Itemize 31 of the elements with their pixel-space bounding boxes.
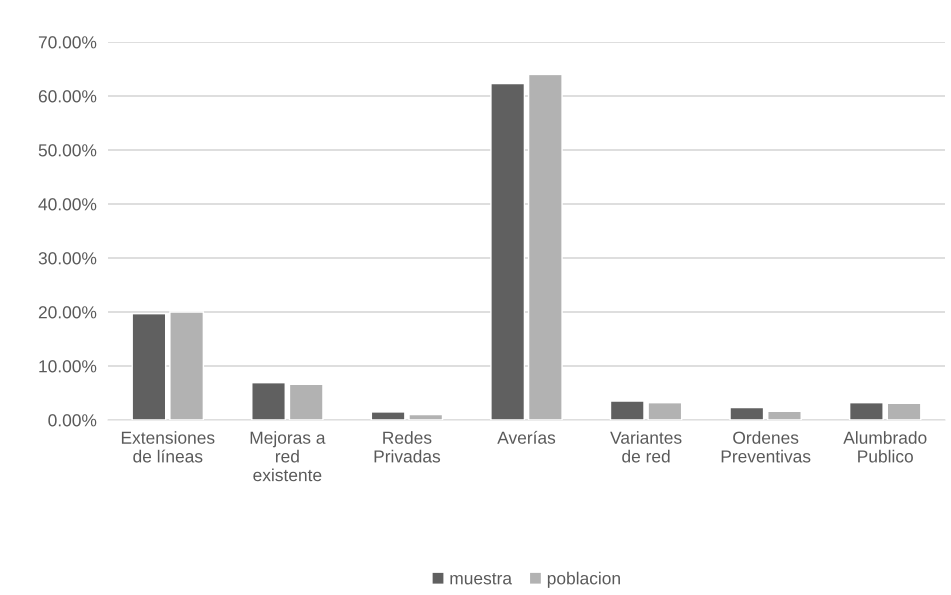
y-tick-label: 30.00% xyxy=(38,252,96,264)
bar xyxy=(886,402,922,420)
y-tick-label: 0.00% xyxy=(48,414,96,426)
x-tick-label: Alumbrado Publico xyxy=(843,431,926,463)
bar xyxy=(251,382,286,420)
y-tick-label: 10.00% xyxy=(39,360,96,372)
bar xyxy=(490,82,526,420)
y-tick-label: 60.00% xyxy=(38,90,96,102)
bar xyxy=(647,402,682,420)
x-tick-label: Redes Privadas xyxy=(374,431,440,463)
x-tick-label: Mejoras a red existente xyxy=(250,431,326,482)
x-tick-label: Variantes de red xyxy=(610,431,682,463)
bar xyxy=(408,414,444,420)
legend-label: muestra xyxy=(450,573,512,584)
bar xyxy=(528,74,563,420)
bar xyxy=(767,410,802,420)
bar xyxy=(848,402,884,420)
x-tick-label: Ordenes Preventivas xyxy=(722,431,810,463)
bar xyxy=(729,406,764,420)
legend-label: poblacion xyxy=(548,572,620,588)
bar xyxy=(370,411,406,420)
y-tick-label: 40.00% xyxy=(38,198,96,210)
y-tick-label: 50.00% xyxy=(38,144,96,156)
y-tick-label: 70.00% xyxy=(38,36,96,48)
bar xyxy=(132,312,166,420)
x-tick-label: Extensiones de líneas xyxy=(122,431,214,463)
bar xyxy=(610,400,645,420)
bar xyxy=(169,311,204,420)
x-tick-label: Averías xyxy=(497,430,556,444)
y-tick-label: 20.00% xyxy=(38,306,96,318)
bar xyxy=(288,384,324,420)
